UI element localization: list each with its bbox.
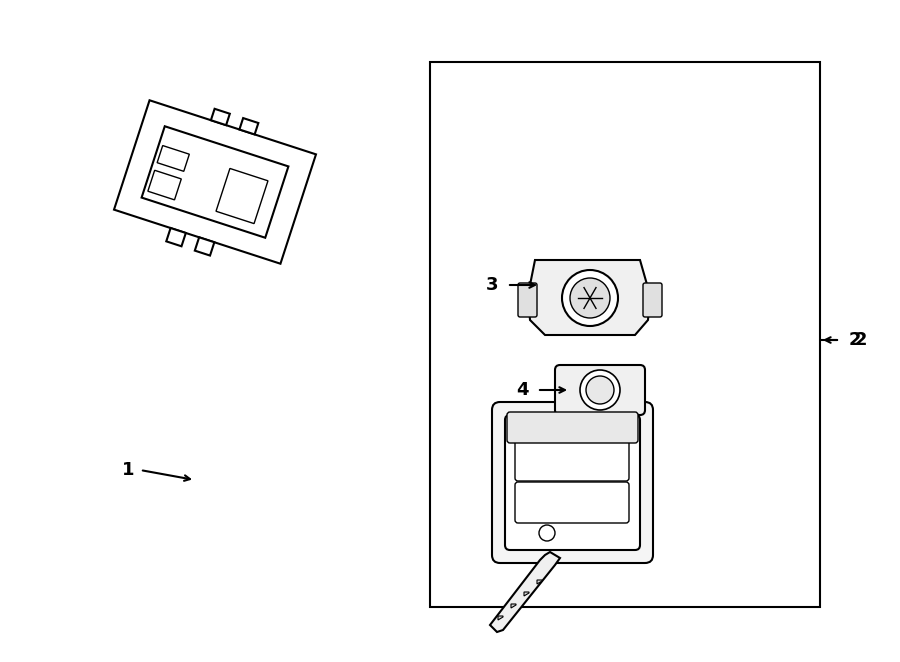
Circle shape — [562, 270, 618, 326]
Polygon shape — [524, 592, 529, 596]
Polygon shape — [511, 604, 516, 608]
Circle shape — [586, 376, 614, 404]
Polygon shape — [528, 260, 650, 335]
Bar — [148, 170, 181, 200]
Bar — [216, 168, 268, 224]
FancyBboxPatch shape — [515, 440, 629, 481]
Text: 4: 4 — [516, 381, 528, 399]
Text: 3: 3 — [486, 276, 499, 294]
FancyBboxPatch shape — [643, 283, 662, 317]
Bar — [158, 146, 189, 171]
FancyBboxPatch shape — [515, 482, 629, 523]
Bar — [239, 118, 258, 134]
Bar — [211, 109, 230, 125]
Circle shape — [570, 278, 610, 318]
FancyBboxPatch shape — [114, 100, 316, 263]
Bar — [166, 228, 185, 246]
FancyBboxPatch shape — [492, 402, 653, 563]
Polygon shape — [490, 552, 560, 632]
FancyBboxPatch shape — [555, 365, 645, 415]
Bar — [194, 237, 214, 256]
Circle shape — [580, 370, 620, 410]
Polygon shape — [498, 616, 503, 620]
Polygon shape — [537, 580, 542, 584]
Text: 1: 1 — [122, 461, 134, 479]
FancyBboxPatch shape — [518, 283, 537, 317]
FancyBboxPatch shape — [507, 412, 638, 443]
Text: 2: 2 — [849, 331, 861, 349]
Text: 2: 2 — [855, 331, 868, 349]
Bar — [430, 62, 820, 607]
Bar — [141, 126, 288, 238]
Circle shape — [539, 525, 555, 541]
FancyBboxPatch shape — [505, 415, 640, 550]
